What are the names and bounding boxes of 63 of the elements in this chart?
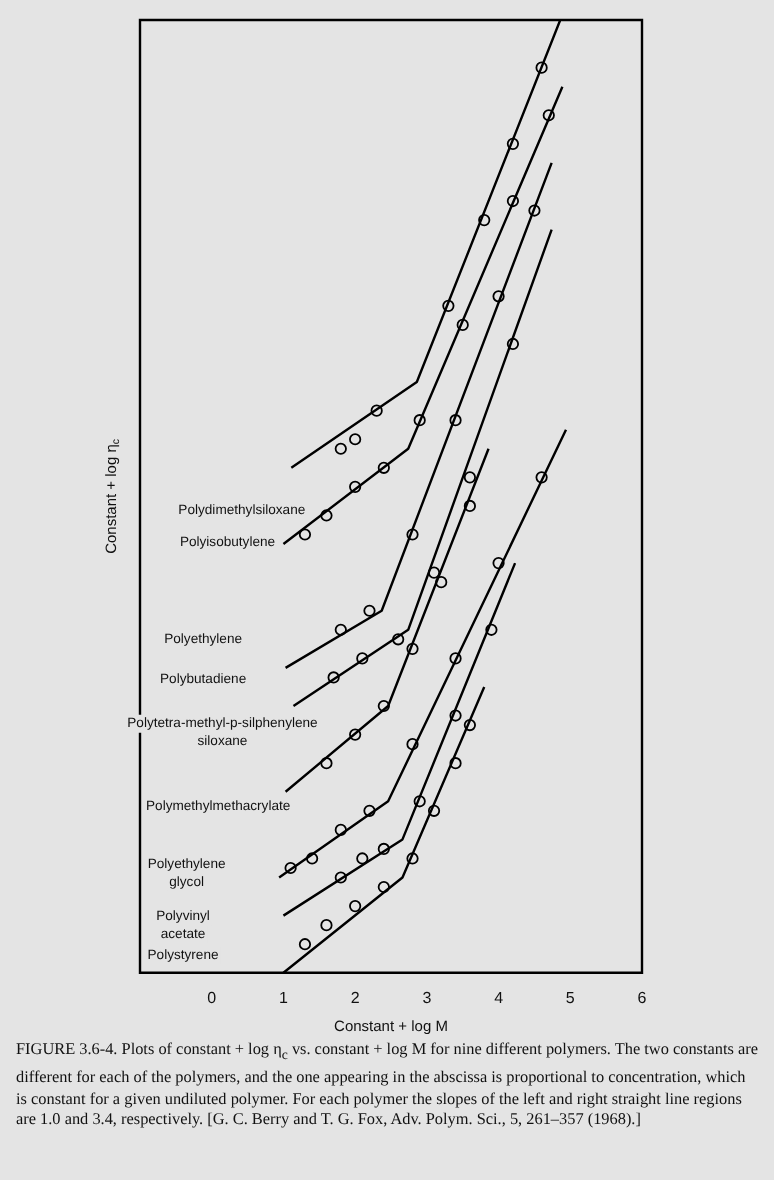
point bbox=[535, 61, 548, 74]
point bbox=[377, 880, 390, 894]
point bbox=[463, 499, 476, 513]
x-tick-label: 0 bbox=[207, 988, 218, 1007]
point bbox=[327, 671, 340, 684]
point bbox=[363, 804, 376, 817]
point bbox=[427, 566, 441, 579]
point bbox=[506, 337, 520, 351]
x-tick-label: 5 bbox=[565, 988, 576, 1007]
point bbox=[492, 290, 505, 303]
point bbox=[356, 652, 369, 665]
point bbox=[406, 852, 419, 865]
point bbox=[528, 204, 541, 217]
point bbox=[413, 795, 426, 808]
point bbox=[320, 757, 333, 770]
point bbox=[406, 738, 419, 751]
point bbox=[349, 900, 362, 913]
x-tick-label: 3 bbox=[422, 988, 433, 1007]
point bbox=[406, 528, 419, 541]
point bbox=[449, 652, 462, 665]
x-tick-label: 4 bbox=[494, 988, 505, 1007]
point bbox=[427, 804, 441, 817]
point bbox=[363, 604, 376, 617]
point bbox=[349, 433, 362, 446]
point bbox=[506, 137, 520, 150]
point bbox=[506, 194, 520, 208]
point bbox=[298, 528, 312, 541]
x-tick-label: 6 bbox=[637, 988, 648, 1007]
point bbox=[442, 299, 455, 312]
point bbox=[320, 919, 333, 932]
point bbox=[406, 642, 419, 655]
point bbox=[413, 414, 426, 427]
x-tick-label: 2 bbox=[350, 988, 361, 1007]
point bbox=[485, 623, 498, 636]
point bbox=[334, 871, 347, 884]
point bbox=[298, 938, 312, 951]
x-tick-label: 1 bbox=[278, 988, 289, 1007]
point bbox=[320, 509, 333, 522]
point bbox=[334, 442, 347, 455]
point bbox=[370, 404, 383, 417]
point bbox=[377, 461, 390, 474]
point bbox=[284, 861, 297, 875]
point bbox=[334, 823, 347, 836]
point bbox=[492, 557, 505, 570]
point bbox=[356, 852, 369, 865]
point bbox=[542, 109, 555, 122]
point bbox=[463, 718, 476, 732]
point bbox=[306, 852, 319, 865]
point bbox=[478, 213, 491, 227]
point bbox=[449, 757, 462, 770]
caption: FIGURE 3.6-4. Plots of constant + log η$_{c}$ vs. constant + log M for nine different polymers. The two constants are different for each of the polymers, and the one appearing in the abscissa is proportional to concentration, which is constant for a given undiluted polymer. For each polymer the slopes of the left and right straight line regions are 1.0 and 3.4, respectively. [G. C. Berry and T. G. Fox, Adv. Polym. Sci., 5, 261–357 (1968).] bbox=[16, 1040, 760, 1132]
point bbox=[449, 709, 462, 722]
point bbox=[349, 480, 362, 493]
point bbox=[334, 623, 347, 636]
point bbox=[449, 414, 462, 427]
point bbox=[456, 318, 469, 331]
point bbox=[377, 699, 390, 713]
point bbox=[392, 633, 405, 646]
point bbox=[463, 471, 476, 484]
point bbox=[535, 471, 548, 484]
point bbox=[435, 576, 448, 589]
point bbox=[349, 728, 362, 741]
point bbox=[377, 842, 390, 856]
